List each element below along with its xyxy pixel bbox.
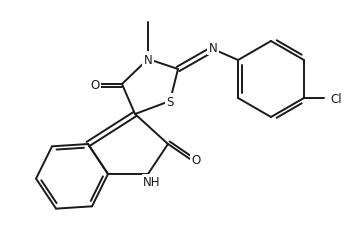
- Text: Cl: Cl: [330, 92, 342, 105]
- Text: O: O: [90, 78, 100, 91]
- Text: NH: NH: [143, 176, 161, 189]
- Text: N: N: [144, 53, 152, 66]
- Text: O: O: [191, 153, 201, 166]
- Text: S: S: [166, 95, 174, 108]
- Text: N: N: [209, 41, 218, 54]
